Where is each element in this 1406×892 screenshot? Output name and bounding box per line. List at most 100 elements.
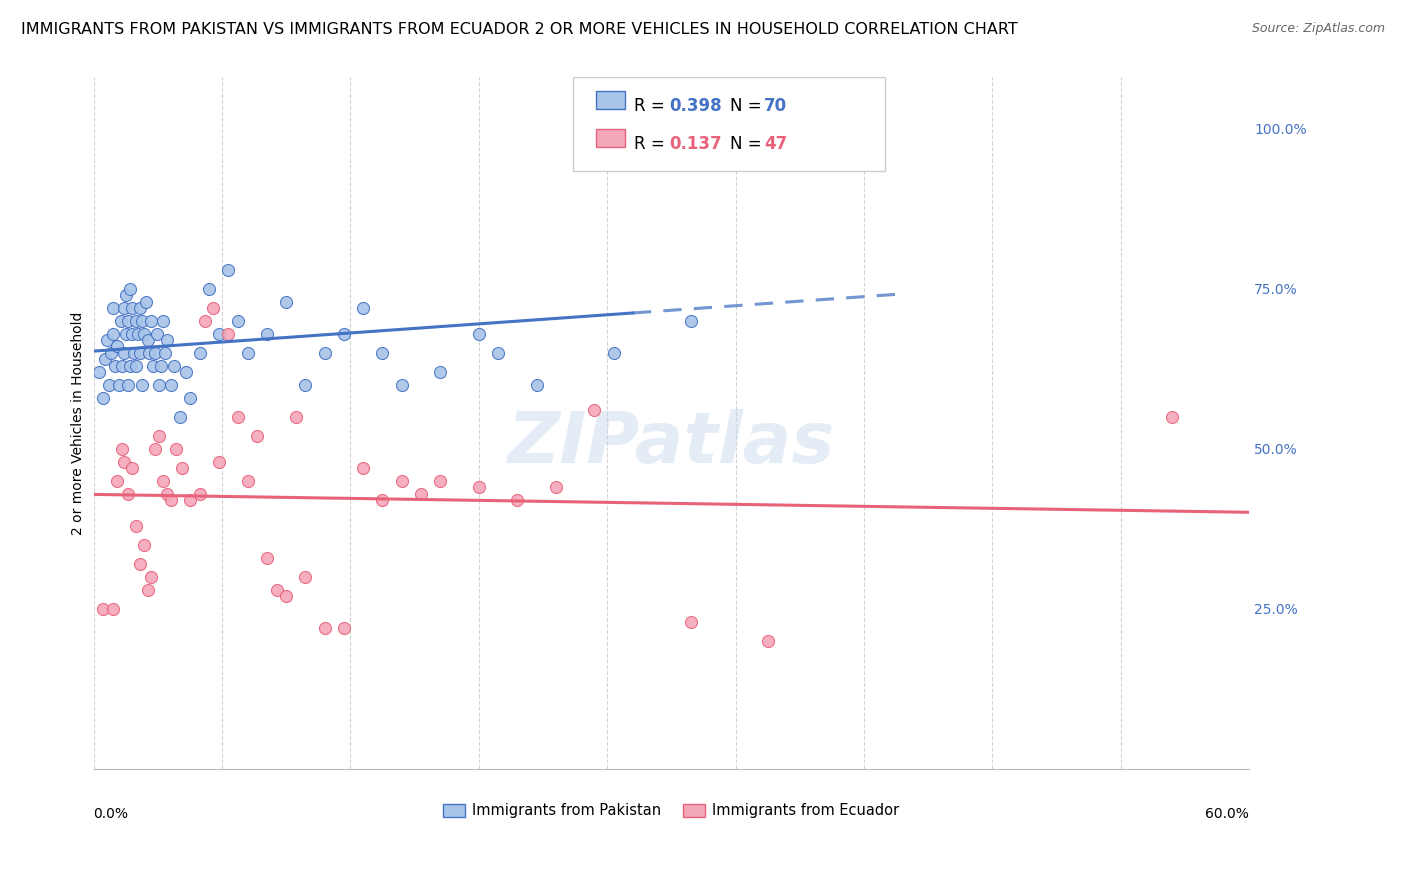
Point [194,314,217,328]
Point [429,365,451,379]
Point [371,345,394,359]
Point [276,294,298,309]
Text: N =: N = [730,97,768,115]
Point [172,461,194,475]
Point [266,582,288,597]
Point [284,409,307,424]
Point [117,377,139,392]
Point [131,377,153,392]
Point [583,403,606,417]
Point [105,339,128,353]
Point [142,359,165,373]
Point [115,288,138,302]
Point [101,602,124,616]
Point [152,314,174,328]
Point [352,301,374,315]
FancyBboxPatch shape [596,129,626,146]
Point [101,301,124,315]
Point [91,602,114,616]
Point [602,345,624,359]
Point [141,570,163,584]
Point [110,314,132,328]
Point [112,301,135,315]
Point [115,326,138,341]
Point [159,493,181,508]
Point [314,621,336,635]
Point [174,365,197,379]
Point [159,377,181,392]
Point [468,326,491,341]
Point [117,314,139,328]
Legend: Immigrants from Pakistan, Immigrants from Ecuador: Immigrants from Pakistan, Immigrants fro… [437,797,905,824]
Point [111,359,134,373]
Point [391,377,413,392]
FancyBboxPatch shape [574,78,886,170]
Point [208,455,231,469]
Point [141,314,163,328]
Point [294,570,316,584]
Point [125,314,148,328]
Point [111,442,134,456]
Point [149,359,172,373]
Point [294,377,316,392]
Point [148,429,170,443]
Point [276,589,298,603]
Point [217,262,239,277]
Point [679,615,702,629]
Point [105,474,128,488]
Point [122,345,145,359]
Text: R =: R = [634,97,671,115]
Point [127,326,149,341]
Point [314,345,336,359]
Point [201,301,224,315]
Point [333,621,356,635]
Point [146,326,169,341]
Text: Source: ZipAtlas.com: Source: ZipAtlas.com [1251,22,1385,36]
Point [121,301,143,315]
Point [101,326,124,341]
Point [506,493,529,508]
Point [104,359,127,373]
Point [120,359,142,373]
Point [136,582,159,597]
Point [737,141,759,155]
Point [409,486,432,500]
Text: 60.0%: 60.0% [1205,807,1249,821]
Point [148,377,170,392]
Point [152,474,174,488]
Point [188,486,211,500]
Point [217,326,239,341]
Point [391,474,413,488]
Point [486,345,509,359]
Point [120,282,142,296]
Point [236,345,259,359]
Point [756,633,779,648]
Point [156,486,179,500]
Text: 0.0%: 0.0% [94,807,128,821]
Point [246,429,269,443]
Point [371,493,394,508]
Point [96,333,118,347]
Point [156,333,179,347]
Point [132,326,155,341]
Point [107,377,129,392]
Point [98,377,121,392]
Point [208,326,231,341]
Point [131,314,153,328]
Point [333,326,356,341]
Point [112,455,135,469]
Y-axis label: 2 or more Vehicles in Household: 2 or more Vehicles in Household [72,311,86,535]
Text: N =: N = [730,135,768,153]
Point [468,480,491,494]
Point [136,333,159,347]
Point [179,493,201,508]
Point [128,345,150,359]
Point [429,474,451,488]
Point [100,345,122,359]
Point [236,474,259,488]
Point [544,480,567,494]
Point [91,391,114,405]
Point [89,365,111,379]
Text: 47: 47 [763,135,787,153]
Point [128,301,150,315]
